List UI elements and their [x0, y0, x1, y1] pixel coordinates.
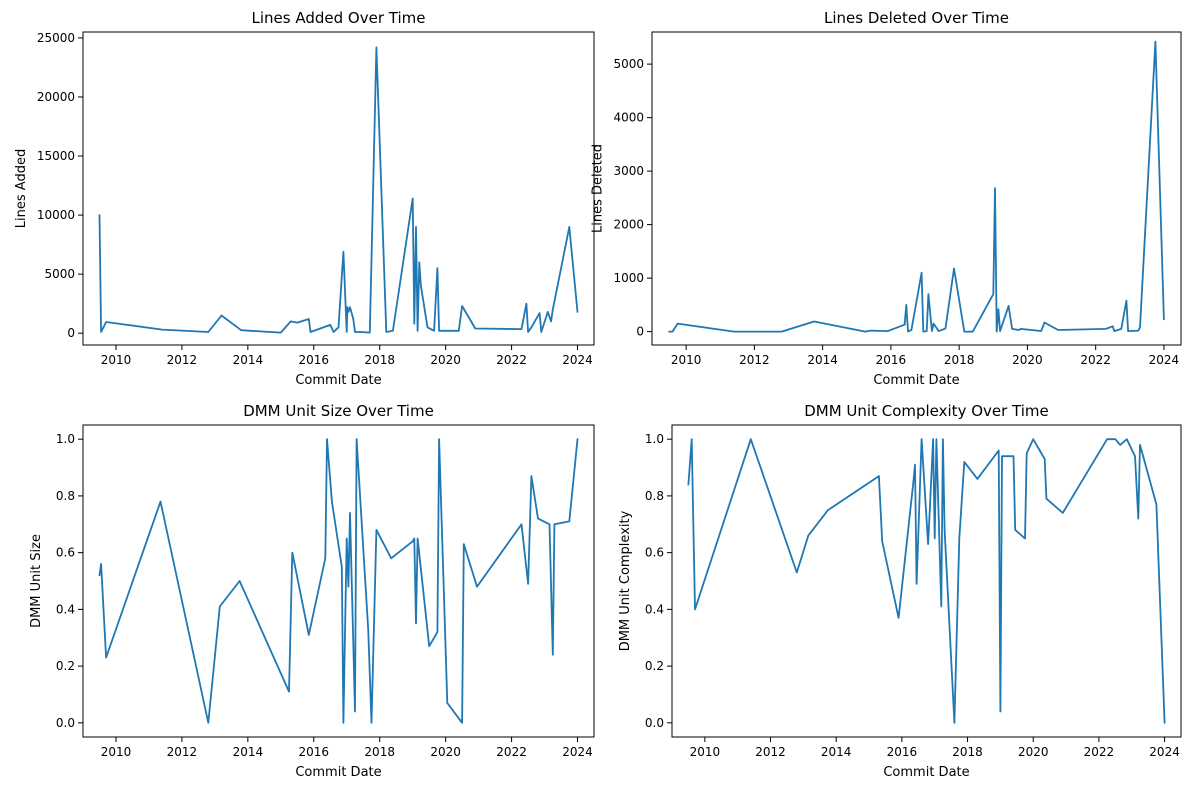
- y-axis-label: DMM Unit Complexity: [618, 510, 633, 651]
- series-line: [98, 438, 579, 724]
- lines-deleted-panel: Lines Deleted Over Time Commit Date Line…: [591, 9, 1182, 388]
- y-tick-label: 0.4: [56, 602, 75, 616]
- x-tick-label: 2014: [233, 745, 264, 759]
- y-tick-label: 0: [67, 326, 75, 340]
- x-tick-label: 2012: [755, 745, 786, 759]
- dmm-unit-size-panel: DMM Unit Size Over Time Commit Date DMM …: [29, 402, 595, 780]
- y-tick-label: 15000: [37, 149, 75, 163]
- plot-frame: [82, 424, 595, 738]
- y-tick-label: 10000: [37, 208, 75, 222]
- dmm-unit-complexity-panel: DMM Unit Complexity Over Time Commit Dat…: [618, 402, 1182, 780]
- x-tick-label: 2024: [1149, 353, 1180, 367]
- y-tick-label: 0.2: [645, 659, 664, 673]
- y-tick-label: 0.8: [645, 489, 664, 503]
- chart-title: DMM Unit Complexity Over Time: [804, 402, 1049, 420]
- x-tick-label: 2010: [690, 745, 721, 759]
- y-tick-label: 20000: [37, 90, 75, 104]
- x-tick-label: 2022: [1084, 745, 1115, 759]
- x-tick-label: 2024: [1149, 745, 1180, 759]
- x-tick-label: 2012: [739, 353, 770, 367]
- chart-title: Lines Deleted Over Time: [824, 9, 1009, 27]
- x-tick-label: 2020: [1012, 353, 1043, 367]
- series-line: [98, 46, 579, 334]
- x-tick-label: 2016: [299, 745, 330, 759]
- y-axis-label: Lines Deleted: [591, 144, 606, 233]
- x-tick-label: 2014: [821, 745, 852, 759]
- x-tick-label: 2020: [430, 353, 461, 367]
- x-tick-label: 2016: [887, 745, 918, 759]
- x-axis-label: Commit Date: [295, 765, 381, 780]
- plot-frame: [82, 31, 595, 346]
- y-tick-label: 4000: [613, 111, 644, 125]
- x-tick-label: 2018: [364, 745, 395, 759]
- x-tick-label: 2024: [562, 353, 593, 367]
- y-tick-label: 5000: [44, 267, 75, 281]
- y-tick-label: 0.6: [645, 546, 664, 560]
- x-tick-label: 2012: [167, 353, 198, 367]
- x-tick-label: 2020: [1018, 745, 1049, 759]
- y-axis-label: DMM Unit Size: [29, 534, 44, 628]
- y-axis-label: Lines Added: [14, 149, 29, 228]
- x-tick-label: 2014: [233, 353, 264, 367]
- x-tick-label: 2022: [496, 745, 527, 759]
- x-tick-label: 2010: [671, 353, 702, 367]
- y-tick-label: 0.0: [56, 716, 75, 730]
- chart-title: Lines Added Over Time: [252, 9, 426, 27]
- x-tick-label: 2010: [101, 353, 132, 367]
- lines-added-panel: Lines Added Over Time Commit Date Lines …: [14, 9, 595, 388]
- x-tick-label: 2022: [496, 353, 527, 367]
- y-tick-label: 3000: [613, 164, 644, 178]
- y-tick-label: 1.0: [645, 432, 664, 446]
- x-tick-label: 2012: [167, 745, 198, 759]
- x-tick-label: 2024: [562, 745, 593, 759]
- y-tick-label: 0.6: [56, 546, 75, 560]
- y-tick-label: 2000: [613, 218, 644, 232]
- x-tick-label: 2018: [944, 353, 975, 367]
- plot-frame: [671, 424, 1182, 738]
- x-tick-label: 2018: [952, 745, 983, 759]
- x-tick-label: 2022: [1080, 353, 1111, 367]
- y-tick-label: 0.8: [56, 489, 75, 503]
- x-axis-label: Commit Date: [873, 373, 959, 388]
- y-tick-label: 0: [636, 325, 644, 339]
- series-line: [687, 438, 1166, 724]
- y-tick-label: 0.2: [56, 659, 75, 673]
- y-tick-label: 5000: [613, 57, 644, 71]
- chart-title: DMM Unit Size Over Time: [243, 402, 434, 420]
- x-axis-label: Commit Date: [883, 765, 969, 780]
- y-tick-label: 1000: [613, 271, 644, 285]
- x-tick-label: 2010: [101, 745, 132, 759]
- y-tick-label: 0.0: [645, 716, 664, 730]
- y-tick-label: 25000: [37, 31, 75, 45]
- series-line: [668, 40, 1165, 333]
- x-tick-label: 2014: [807, 353, 838, 367]
- y-tick-label: 1.0: [56, 432, 75, 446]
- x-tick-label: 2020: [430, 745, 461, 759]
- y-tick-label: 0.4: [645, 602, 664, 616]
- x-tick-label: 2018: [364, 353, 395, 367]
- plot-frame: [651, 31, 1182, 346]
- x-tick-label: 2016: [299, 353, 330, 367]
- x-tick-label: 2016: [876, 353, 907, 367]
- x-axis-label: Commit Date: [295, 373, 381, 388]
